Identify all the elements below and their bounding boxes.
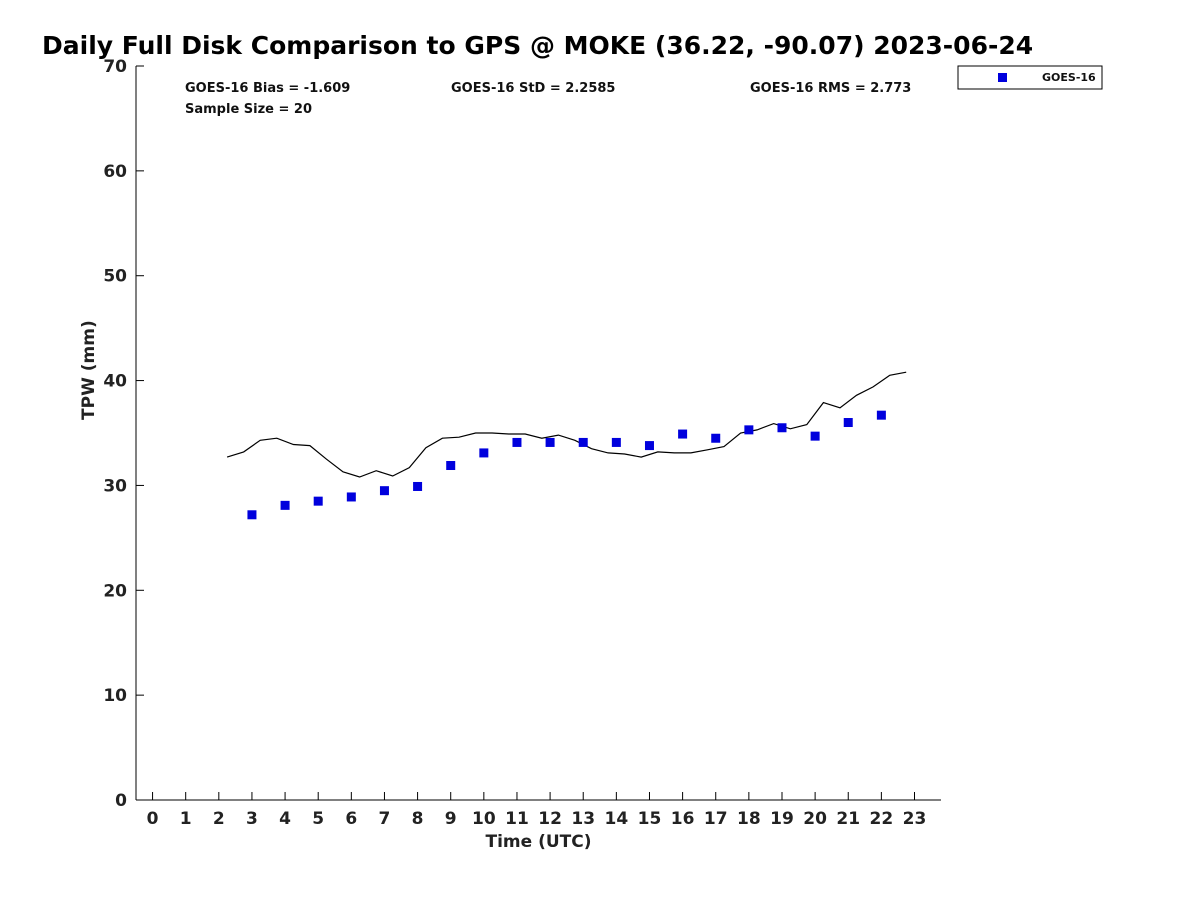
- y-tick-label: 0: [115, 791, 127, 811]
- x-tick-label: 7: [379, 809, 391, 829]
- data-point-goes16: [280, 500, 290, 510]
- stats-annotations: GOES-16 Bias = -1.609 GOES-16 StD = 2.25…: [185, 81, 911, 117]
- legend-label-goes16: GOES-16: [1042, 71, 1096, 84]
- data-point-goes16: [346, 492, 356, 502]
- data-point-goes16: [446, 461, 456, 471]
- x-tick-label: 11: [505, 809, 529, 829]
- y-tick-label: 40: [103, 372, 127, 392]
- stat-bias: GOES-16 Bias = -1.609: [185, 81, 350, 96]
- x-tick-label: 2: [213, 809, 225, 829]
- y-tick-label: 70: [103, 57, 127, 77]
- plot-area: [226, 371, 907, 520]
- data-point-goes16: [876, 410, 886, 420]
- x-tick-label: 9: [445, 809, 457, 829]
- x-axis-label: Time (UTC): [485, 832, 591, 852]
- y-tick-label: 10: [103, 686, 127, 706]
- legend: GOES-16: [957, 65, 1103, 90]
- data-point-goes16: [644, 441, 654, 451]
- stat-std: GOES-16 StD = 2.2585: [451, 81, 615, 96]
- stat-sample-size: Sample Size = 20: [185, 102, 312, 117]
- data-point-goes16: [545, 437, 555, 447]
- data-point-goes16: [313, 496, 323, 506]
- x-tick-label: 10: [472, 809, 496, 829]
- data-point-goes16: [843, 418, 853, 428]
- data-point-goes16: [744, 425, 754, 435]
- x-tick-label: 15: [638, 809, 662, 829]
- x-tick-label: 5: [312, 809, 324, 829]
- data-point-goes16: [810, 431, 820, 441]
- data-point-goes16: [678, 429, 688, 439]
- x-tick-label: 6: [345, 809, 357, 829]
- y-tick-label: 20: [103, 581, 127, 601]
- data-point-goes16: [379, 486, 389, 496]
- x-tick-label: 17: [704, 809, 728, 829]
- x-tick-label: 16: [671, 809, 695, 829]
- x-tick-label: 0: [147, 809, 159, 829]
- data-point-goes16: [578, 437, 588, 447]
- x-tick-label: 20: [803, 809, 827, 829]
- data-point-goes16: [247, 510, 257, 520]
- x-tick-label: 4: [279, 809, 291, 829]
- data-point-goes16: [611, 437, 621, 447]
- data-point-goes16: [711, 433, 721, 443]
- x-tick-label: 8: [412, 809, 424, 829]
- y-tick-label: 50: [103, 267, 127, 287]
- x-tick-label: 12: [538, 809, 562, 829]
- legend-marker-goes16: [998, 73, 1007, 82]
- y-tick-label: 30: [103, 476, 127, 496]
- series-line-gps: [226, 371, 907, 478]
- x-tick-label: 14: [605, 809, 629, 829]
- x-tick-label: 3: [246, 809, 258, 829]
- y-tick-label: 60: [103, 162, 127, 182]
- data-point-goes16: [479, 448, 489, 458]
- x-tick-label: 13: [571, 809, 595, 829]
- x-tick-label: 19: [770, 809, 794, 829]
- legend-box: [957, 65, 1103, 90]
- stat-rms: GOES-16 RMS = 2.773: [750, 81, 911, 96]
- data-point-goes16: [777, 423, 787, 433]
- x-tick-label: 1: [180, 809, 192, 829]
- x-tick-label: 23: [903, 809, 927, 829]
- data-point-goes16: [413, 481, 423, 491]
- data-point-goes16: [512, 437, 522, 447]
- x-tick-label: 21: [836, 809, 860, 829]
- x-tick-label: 18: [737, 809, 761, 829]
- y-axis-label: TPW (mm): [79, 320, 99, 420]
- x-tick-label: 22: [870, 809, 894, 829]
- chart-title: Daily Full Disk Comparison to GPS @ MOKE…: [42, 31, 1033, 60]
